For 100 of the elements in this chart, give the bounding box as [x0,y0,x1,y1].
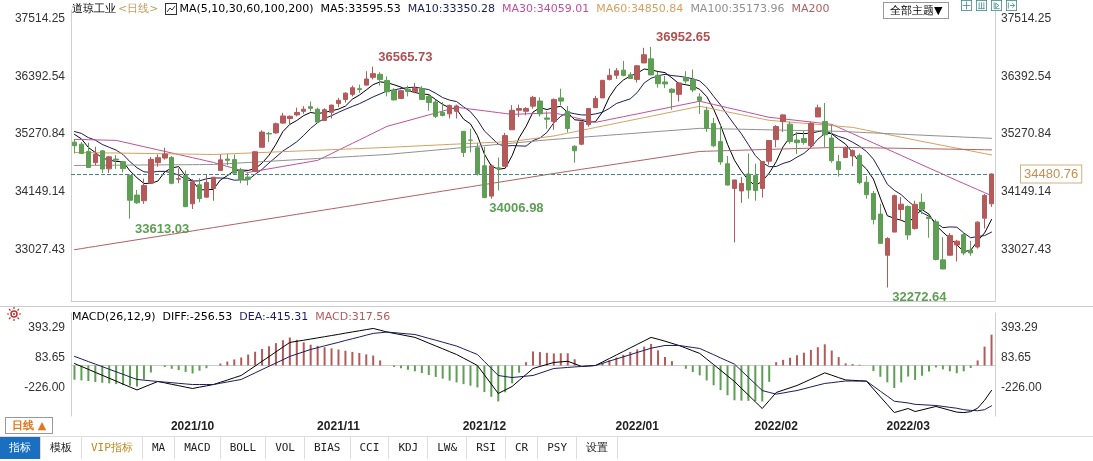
candlestick [169,155,174,185]
candlestick [482,146,487,199]
bar [316,345,319,366]
candlestick [989,172,994,208]
text: LW& [428,437,468,459]
candlestick [621,60,626,77]
candlestick [773,124,779,148]
bar [73,365,76,380]
bar [900,365,903,383]
candlestick [857,152,862,185]
bar [907,365,910,377]
bar [879,365,882,377]
candlestick [912,200,918,231]
candlestick [461,130,466,158]
bar [941,365,944,370]
candlestick [350,85,355,97]
candlestick [259,129,265,148]
candlestick [377,71,383,87]
text: MA5:33595.53 [320,2,401,15]
bar [636,349,639,366]
annotation: 33613.03 [135,220,190,236]
text: VOL [266,437,305,459]
bar [351,351,354,366]
bar [733,365,736,401]
bar [761,365,764,402]
y2-tick-label: 34149.14 [1001,184,1052,199]
bar [886,365,889,383]
text: 模板 [41,437,82,459]
bar [247,354,250,366]
candlestick [669,87,675,111]
bar [691,365,694,373]
bar [657,350,660,366]
bar [823,344,826,366]
bar [469,365,472,386]
text: MA [142,437,176,459]
candlestick [211,176,216,202]
bar [142,365,145,380]
bar [87,365,90,382]
candlestick [982,193,987,230]
bar [420,365,423,374]
y2-tick-label: 33027.43 [1001,241,1052,256]
text: KDJ [389,437,429,459]
candlestick [544,110,550,130]
candlestick [294,107,300,117]
candlestick [370,66,376,80]
bar [782,359,785,366]
bar [379,360,382,366]
candlestick [113,154,119,170]
candlestick [676,81,682,103]
text: VIP指标 [82,437,143,459]
candlestick [753,163,758,202]
text: 指标 [0,437,41,459]
candlestick [197,177,202,203]
bar [809,349,812,366]
candlestick [468,128,473,153]
candlestick [315,107,320,124]
bar [337,349,340,366]
bar [684,365,687,369]
candlestick [780,113,786,133]
bar [476,365,479,388]
candlestick [308,101,313,112]
candlestick [829,124,834,164]
candlestick [739,176,744,204]
text: MA100:35173.96 [690,2,785,15]
candlestick [558,88,564,106]
bar [170,365,173,369]
candlestick [357,84,362,94]
candlestick [412,82,418,94]
bar [191,365,194,374]
bar [719,365,722,391]
candlestick [593,95,598,109]
candlestick [454,104,459,119]
bar [538,352,541,366]
ref-line-label: 34480.76 [1024,166,1079,182]
candlestick [711,117,716,148]
candlestick [607,68,612,81]
bar [747,365,750,401]
candlestick [405,85,411,97]
candlestick [86,142,91,169]
text: CR [506,437,539,459]
bar [893,365,896,389]
annotation: 36565.73 [378,48,433,64]
bar [726,365,729,396]
series-label: MACD:317.56 [315,310,391,323]
candlestick [336,97,341,108]
candlestick [225,153,230,166]
candlestick [704,106,709,133]
candlestick [79,141,84,155]
text: MA200 [791,2,830,15]
text: MACD [175,437,221,459]
bar [712,365,715,386]
x-tick-label: 2022/01 [615,419,660,433]
candlestick [183,169,188,208]
chart-title: 道琼工业 [72,1,116,16]
bar [497,365,500,402]
candlestick [447,104,452,119]
bar [969,365,972,368]
candlestick [746,152,751,200]
y-tick-label: 393.29 [28,320,66,335]
bar [358,353,361,366]
